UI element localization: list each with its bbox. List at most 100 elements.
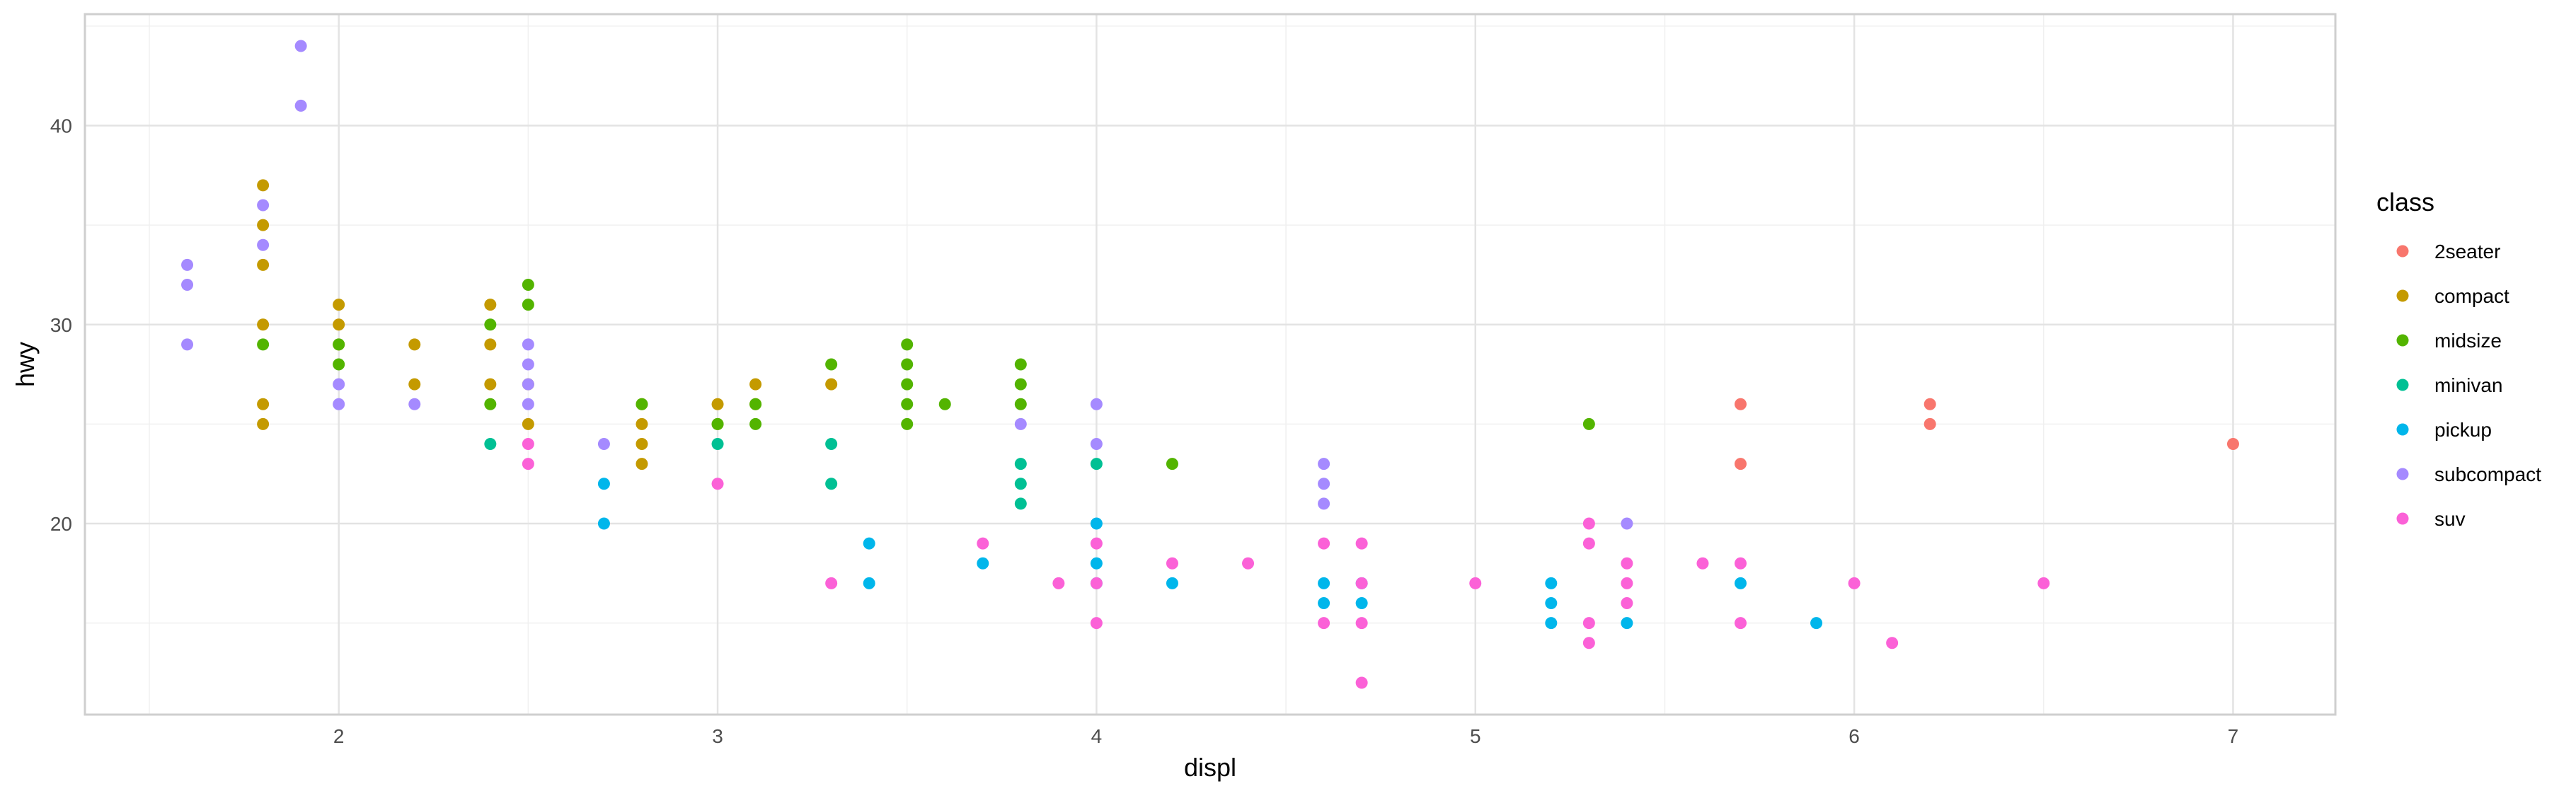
legend: class 2seater compact midsize minivan pickup… [2376, 187, 2541, 530]
point-subcompact [1090, 398, 1103, 410]
point-suv [711, 478, 724, 490]
point-pickup [1621, 617, 1633, 630]
x-tick-label: 4 [1091, 725, 1103, 747]
point-suv [1734, 617, 1747, 630]
point-suv [1090, 577, 1103, 589]
point-minivan [825, 438, 838, 450]
point-suv [1355, 676, 1368, 689]
point-suv [1090, 537, 1103, 550]
point-minivan [1014, 458, 1027, 470]
point-compact [825, 378, 838, 391]
point-compact [257, 219, 270, 231]
point-subcompact [1014, 417, 1027, 430]
legend-key-midsize [2396, 334, 2409, 347]
data-points [181, 40, 2239, 689]
point-compact [636, 438, 648, 450]
point-suv [2037, 577, 2050, 589]
point-suv [1582, 637, 1595, 649]
legend-key-minivan [2396, 379, 2409, 391]
point-suv [1734, 557, 1747, 570]
point-2seater [1734, 458, 1747, 470]
point-compact [333, 318, 345, 331]
legend-label-pickup: pickup [2434, 419, 2492, 441]
point-midsize [484, 318, 497, 331]
y-tick-label: 20 [50, 513, 72, 535]
point-midsize [901, 378, 914, 391]
point-suv [1090, 617, 1103, 630]
x-axis-ticks: 2 3 4 5 6 7 [333, 725, 2238, 747]
point-suv [1242, 557, 1255, 570]
point-midsize [749, 398, 762, 410]
point-subcompact [181, 258, 194, 271]
point-suv [1621, 597, 1633, 609]
point-compact [636, 458, 648, 470]
point-pickup [1318, 577, 1330, 589]
point-minivan [711, 438, 724, 450]
point-suv [1582, 617, 1595, 630]
point-midsize [749, 417, 762, 430]
point-compact [408, 338, 421, 351]
point-compact [408, 378, 421, 391]
point-midsize [484, 398, 497, 410]
point-minivan [484, 438, 497, 450]
y-axis-title: hwy [11, 342, 40, 387]
point-minivan [1014, 497, 1027, 510]
point-pickup [1545, 597, 1558, 609]
point-pickup [863, 537, 875, 550]
point-2seater [1734, 398, 1747, 410]
point-compact [257, 258, 270, 271]
point-compact [333, 299, 345, 311]
y-tick-label: 40 [50, 115, 72, 137]
point-midsize [711, 417, 724, 430]
point-suv [825, 577, 838, 589]
point-compact [711, 398, 724, 410]
point-minivan [825, 478, 838, 490]
point-subcompact [333, 378, 345, 391]
point-pickup [1545, 617, 1558, 630]
point-midsize [636, 398, 648, 410]
plot-background [85, 14, 2335, 715]
x-tick-label: 5 [1470, 725, 1481, 747]
x-tick-label: 7 [2228, 725, 2239, 747]
point-midsize [901, 358, 914, 371]
point-pickup [597, 517, 610, 530]
point-subcompact [294, 40, 307, 52]
point-pickup [1318, 597, 1330, 609]
point-2seater [1924, 398, 1936, 410]
point-subcompact [257, 199, 270, 212]
point-pickup [1545, 577, 1558, 589]
legend-label-subcompact: subcompact [2434, 463, 2541, 485]
y-tick-label: 30 [50, 314, 72, 336]
point-suv [1166, 557, 1178, 570]
point-compact [522, 417, 534, 430]
legend-title: class [2376, 187, 2434, 216]
point-midsize [1166, 458, 1178, 470]
point-midsize [1014, 398, 1027, 410]
point-suv [977, 537, 989, 550]
point-suv [1848, 577, 1861, 589]
point-suv [1582, 517, 1595, 530]
point-midsize [901, 398, 914, 410]
point-midsize [825, 358, 838, 371]
point-suv [1886, 637, 1899, 649]
legend-key-2seater [2396, 245, 2409, 258]
point-pickup [1166, 577, 1178, 589]
point-minivan [1090, 458, 1103, 470]
point-pickup [1810, 617, 1823, 630]
point-subcompact [522, 358, 534, 371]
point-subcompact [181, 338, 194, 351]
point-subcompact [1621, 517, 1633, 530]
point-suv [1052, 577, 1065, 589]
point-pickup [1090, 517, 1103, 530]
point-suv [1355, 537, 1368, 550]
point-subcompact [294, 99, 307, 112]
point-pickup [597, 478, 610, 490]
point-pickup [863, 577, 875, 589]
point-suv [1621, 577, 1633, 589]
legend-key-pickup [2396, 423, 2409, 436]
grid-major-lines [85, 14, 2335, 715]
plot-border [84, 13, 2337, 716]
legend-label-suv: suv [2434, 508, 2466, 530]
legend-label-2seater: 2seater [2434, 241, 2500, 262]
